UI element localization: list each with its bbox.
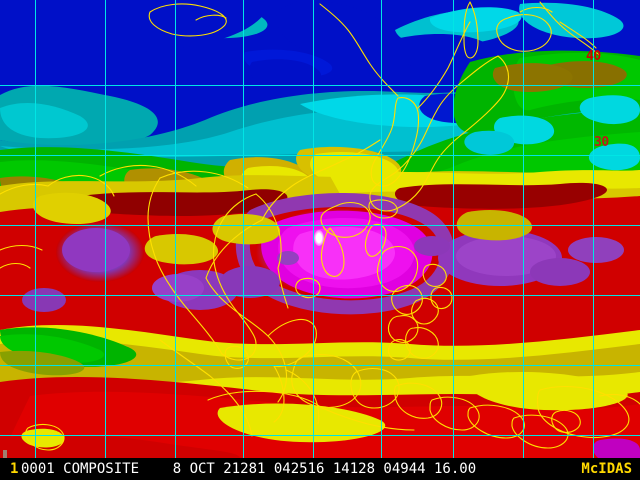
temperature-label-40: 40 bbox=[586, 49, 601, 64]
frame-number-label: 1 bbox=[10, 461, 19, 477]
coldest-cloud-top-spot bbox=[314, 230, 324, 246]
region-south-tropics bbox=[0, 324, 640, 458]
status-bar: 1 0001 COMPOSITE 8 OCT 21281 042516 1412… bbox=[0, 458, 640, 480]
mcidas-brand-label: McIDAS bbox=[581, 461, 632, 477]
status-text: 0001 COMPOSITE 8 OCT 21281 042516 14128 … bbox=[21, 461, 477, 477]
temperature-label-30: 30 bbox=[594, 135, 609, 150]
satellite-infrared-raster bbox=[0, 0, 640, 458]
frame-edge-marker bbox=[3, 450, 7, 464]
satellite-image-canvas[interactable]: 40 30 bbox=[0, 0, 640, 458]
coastline-overlay bbox=[0, 1, 640, 451]
